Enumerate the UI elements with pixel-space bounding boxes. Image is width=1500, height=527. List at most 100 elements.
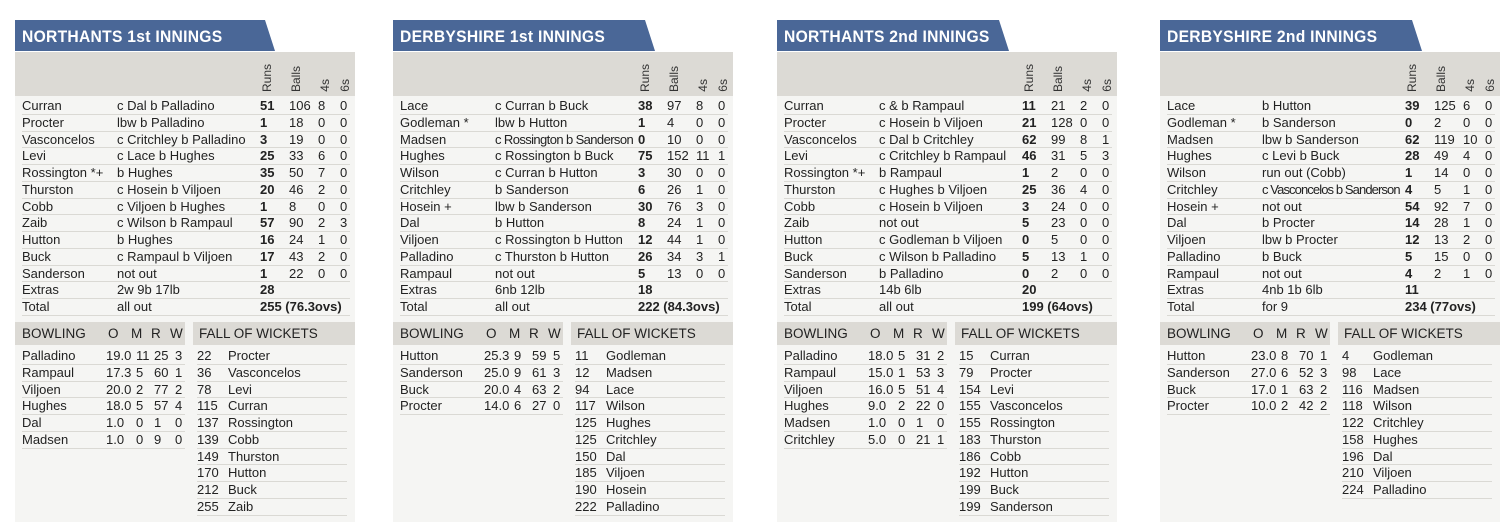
cell: 2 <box>553 381 561 397</box>
cell: 8 <box>696 98 704 113</box>
cell: Extras <box>400 282 437 298</box>
cell: 46 <box>289 181 304 197</box>
cell: Madsen <box>1167 131 1214 147</box>
cell: Dal <box>400 215 420 231</box>
column-label: Balls <box>289 65 303 92</box>
fow-batter: Godleman <box>1373 348 1433 363</box>
fall-of-wicket-row: 192 Hutton <box>959 465 1109 482</box>
batting-row: Viljoen c Rossington b Hutton 12 44 1 0 <box>400 232 728 249</box>
innings-title: NORTHANTS 1st INNINGS <box>22 27 223 46</box>
cell: 51 <box>260 98 275 113</box>
cell: 53 <box>916 364 931 380</box>
fow-score: 117 <box>575 398 596 414</box>
cell: Vasconcelos <box>22 131 95 147</box>
cell: 16 <box>260 232 275 247</box>
cell: 2 <box>136 381 144 397</box>
batting-row: Lace b Hutton 39 125 6 0 <box>1167 98 1495 115</box>
cell: Palladino <box>1167 248 1221 264</box>
cell: c Rossington b Sanderson <box>495 131 634 147</box>
innings-body: Runs Balls 4s 6s Lace b Hutton 39 125 6 0 Godleman… <box>1160 52 1500 522</box>
bowling-header-label: R <box>1296 326 1306 341</box>
cell: 30 <box>667 165 682 180</box>
innings-panel: NORTHANTS 1st INNINGS Runs Balls 4s 6s Curran… <box>15 20 355 522</box>
batting-row: Critchley b Sanderson 6 26 1 0 <box>400 182 728 199</box>
cell: 0 <box>718 114 726 130</box>
cell: 0 <box>1102 98 1110 113</box>
cell: c Rossington b Buck <box>495 148 614 164</box>
bowling-row: Palladino 18.0 5 31 2 <box>784 348 947 365</box>
innings-title: NORTHANTS 2nd INNINGS <box>784 27 990 46</box>
cell: 38 <box>638 98 653 113</box>
cell: 5 <box>136 398 144 414</box>
cell: 1.0 <box>868 415 887 430</box>
cell: 8 <box>1281 348 1289 363</box>
batting-row: Zaib not out 5 23 0 0 <box>784 215 1112 232</box>
cell: b Hughes <box>117 232 173 247</box>
cell: Hutton <box>1167 348 1206 363</box>
cell: 25.3 <box>484 348 510 363</box>
cell: 0 <box>1405 114 1413 130</box>
innings-panel: DERBYSHIRE 2nd INNINGS Runs Balls 4s 6s Lace b… <box>1160 20 1500 522</box>
cell: c Levi b Buck <box>1262 148 1340 164</box>
cell: 2 <box>937 348 945 363</box>
cell: 0 <box>1485 98 1493 113</box>
bowling-row: Procter 10.0 2 42 2 <box>1167 398 1330 415</box>
cell: 0 <box>1485 148 1493 164</box>
cell: 2 <box>898 398 906 414</box>
cell: 5 <box>136 364 144 380</box>
cell: 0 <box>318 265 326 281</box>
cell: not out <box>1262 198 1302 214</box>
bowling-header: BOWLING O M R W <box>15 322 185 345</box>
cell: 0 <box>718 198 726 214</box>
cell: 0 <box>718 215 726 231</box>
batting-row: Procter c Hosein b Viljoen 21 128 0 0 <box>784 115 1112 132</box>
fall-of-wicket-row: 98 Lace <box>1342 365 1492 382</box>
cell: 1 <box>718 148 726 164</box>
cell: 0 <box>1080 265 1088 281</box>
cell: 42 <box>1299 398 1314 414</box>
bowling-row: Buck 20.0 4 63 2 <box>400 382 563 399</box>
cell: 0 <box>696 165 704 180</box>
fow-score: 4 <box>1342 348 1350 363</box>
cell: 5 <box>1051 232 1059 247</box>
cell: 3 <box>1102 148 1110 164</box>
fow-batter: Curran <box>990 348 1030 363</box>
fow-score: 79 <box>959 364 974 380</box>
cell: not out <box>495 265 535 281</box>
cell: 2 <box>318 248 326 264</box>
cell: 4 <box>1405 181 1413 197</box>
batting-header: Runs Balls 4s 6s <box>1160 52 1500 96</box>
fall-of-wicket-row: 212 Buck <box>197 482 347 499</box>
cell: 23.0 <box>1251 348 1277 363</box>
cell: not out <box>117 265 157 281</box>
cell: 31 <box>1051 148 1066 164</box>
cell: 57 <box>154 398 169 414</box>
fall-of-wicket-row: 183 Thurston <box>959 432 1109 449</box>
cell: 63 <box>1299 381 1314 397</box>
fall-of-wicket-row: 150 Dal <box>575 449 725 466</box>
fall-of-wicket-row: 199 Buck <box>959 482 1109 499</box>
bowling-header-label: M <box>1276 326 1288 341</box>
bowling-row: Hutton 25.3 9 59 5 <box>400 348 563 365</box>
batting-row: Thurston c Hosein b Viljoen 20 46 2 0 <box>22 182 350 199</box>
cell: 0 <box>1485 114 1493 130</box>
cell: 0 <box>318 131 326 147</box>
batting-row: Godleman * b Sanderson 0 2 0 0 <box>1167 115 1495 132</box>
cell: 1 <box>260 114 268 130</box>
fall-of-wicket-row: 185 Viljoen <box>575 465 725 482</box>
cell: b Procter <box>1262 215 1315 231</box>
cell: 2 <box>1434 265 1442 281</box>
cell: 0 <box>1102 215 1110 231</box>
cell: 13 <box>1434 232 1449 247</box>
cell: 0 <box>1485 248 1493 264</box>
cell: c Wilson b Rampaul <box>117 215 233 231</box>
batting-row: Palladino c Thurston b Hutton 26 34 3 1 <box>400 249 728 266</box>
cell: c Hughes b Viljoen <box>879 181 988 197</box>
bowling-row: Dal 1.0 0 1 0 <box>22 415 185 432</box>
cell: 1 <box>898 364 906 380</box>
cell: 34 <box>667 248 682 264</box>
cell: 1 <box>1405 165 1413 180</box>
cell: 19 <box>289 131 304 147</box>
cell: 39 <box>1405 98 1420 113</box>
cell: 255 (76.3ovs) <box>260 299 342 314</box>
